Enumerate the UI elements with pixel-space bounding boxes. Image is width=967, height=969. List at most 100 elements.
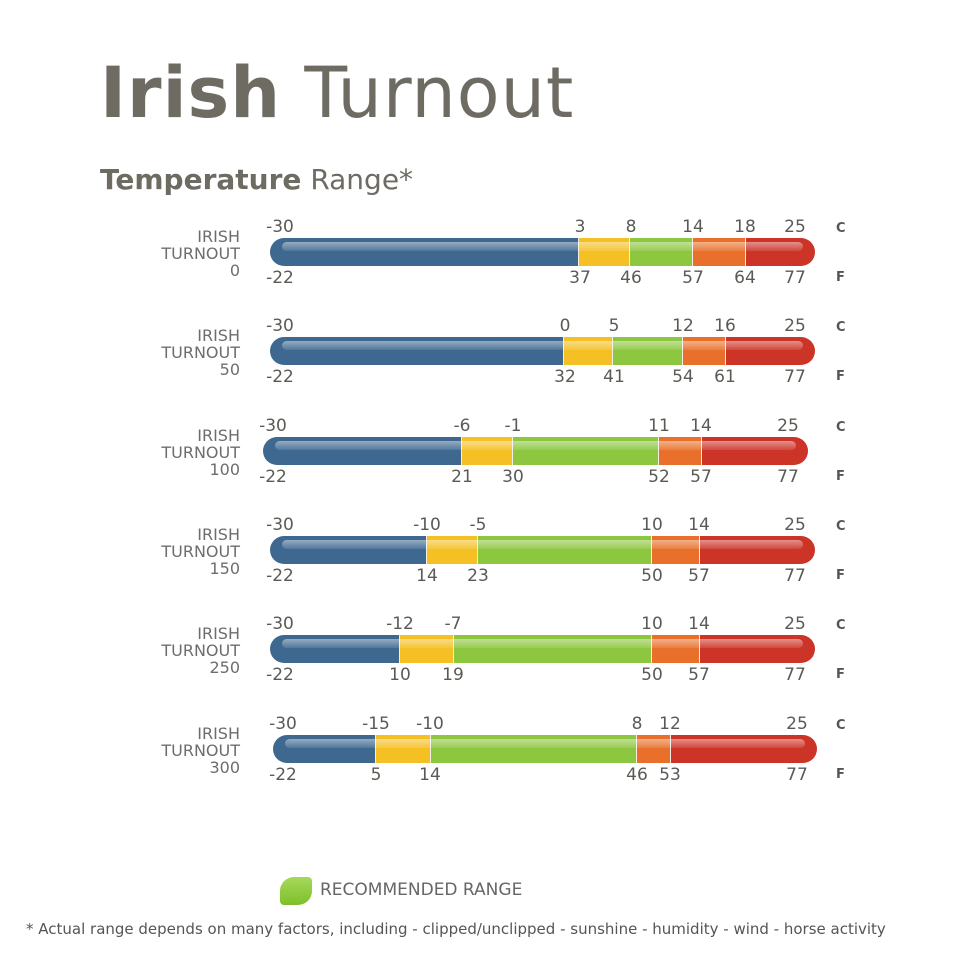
fahrenheit-tick-label: 50	[641, 566, 663, 586]
fahrenheit-tick-label: 57	[690, 467, 712, 487]
segment-cold	[273, 735, 376, 763]
celsius-tick-label: -30	[266, 316, 294, 336]
fahrenheit-tick-label: 50	[641, 665, 663, 685]
temperature-bar	[270, 635, 815, 663]
fahrenheit-tick-label: 30	[502, 467, 524, 487]
row-label-line: TURNOUT	[161, 542, 240, 561]
fahrenheit-tick-label: 77	[784, 566, 806, 586]
celsius-tick-label: 14	[690, 416, 712, 436]
unit-c: C	[836, 718, 846, 733]
celsius-tick-label: 25	[786, 714, 808, 734]
celsius-tick-label: 0	[559, 316, 571, 336]
celsius-tick-label: -5	[469, 515, 487, 535]
segment-cool	[425, 536, 478, 564]
fahrenheit-tick-label: 77	[777, 467, 799, 487]
row-label-line: IRISH	[197, 624, 240, 643]
segment-warm	[651, 635, 699, 663]
fahrenheit-tick-label: 77	[784, 268, 806, 288]
row-label: IRISH TURNOUT 50	[100, 327, 240, 378]
segment-hot	[700, 437, 808, 465]
fahrenheit-tick-label: -22	[266, 566, 294, 586]
unit-c: C	[836, 221, 846, 236]
fahrenheit-tick-label: 64	[734, 268, 756, 288]
celsius-tick-label: 25	[784, 217, 806, 237]
unit-c: C	[836, 320, 846, 335]
row-label: IRISH TURNOUT 150	[100, 526, 240, 577]
fahrenheit-tick-label: 77	[784, 367, 806, 387]
footnote: * Actual range depends on many factors, …	[26, 920, 886, 938]
segment-hot	[698, 635, 815, 663]
segment-hot	[724, 337, 815, 365]
temperature-bar	[273, 735, 817, 763]
segment-cold	[270, 635, 400, 663]
segment-cold	[270, 337, 563, 365]
unit-f: F	[836, 270, 845, 285]
temperature-bar	[270, 536, 815, 564]
segment-warm	[651, 536, 699, 564]
celsius-tick-label: -15	[362, 714, 390, 734]
row-label-line: 300	[209, 758, 240, 777]
row-label-line: TURNOUT	[161, 741, 240, 760]
row-label-line: TURNOUT	[161, 641, 240, 660]
segment-recommended	[452, 635, 652, 663]
fahrenheit-tick-label: 61	[714, 367, 736, 387]
segment-recommended	[429, 735, 637, 763]
celsius-tick-label: -30	[266, 614, 294, 634]
row-label-line: 0	[229, 261, 240, 280]
recommended-range-swatch	[280, 877, 312, 905]
fahrenheit-tick-label: 14	[416, 566, 438, 586]
segment-recommended	[612, 337, 682, 365]
fahrenheit-tick-label: -22	[266, 665, 294, 685]
fahrenheit-tick-label: 10	[389, 665, 411, 685]
celsius-tick-label: 12	[672, 316, 694, 336]
celsius-tick-label: -7	[444, 614, 462, 634]
fahrenheit-tick-label: 52	[648, 467, 670, 487]
celsius-tick-label: 8	[625, 217, 637, 237]
segment-recommended	[477, 536, 652, 564]
fahrenheit-tick-label: 23	[467, 566, 489, 586]
celsius-tick-label: 18	[734, 217, 756, 237]
segment-warm	[658, 437, 701, 465]
row-label-line: 50	[219, 360, 240, 379]
row-label: IRISH TURNOUT 300	[100, 725, 240, 776]
row-label: IRISH TURNOUT 0	[100, 228, 240, 279]
unit-c: C	[836, 519, 846, 534]
row-label: IRISH TURNOUT 250	[100, 625, 240, 676]
segment-cool	[562, 337, 613, 365]
fahrenheit-tick-label: 21	[451, 467, 473, 487]
row-label-line: IRISH	[197, 426, 240, 445]
fahrenheit-tick-label: 14	[419, 765, 441, 785]
fahrenheit-tick-label: 57	[688, 566, 710, 586]
celsius-tick-label: 16	[714, 316, 736, 336]
segment-cold	[270, 536, 426, 564]
fahrenheit-tick-label: 77	[784, 665, 806, 685]
celsius-tick-label: 25	[784, 316, 806, 336]
row-label: IRISH TURNOUT 100	[100, 427, 240, 478]
fahrenheit-tick-label: 53	[659, 765, 681, 785]
fahrenheit-tick-label: -22	[266, 268, 294, 288]
row-label-line: IRISH	[197, 227, 240, 246]
page-title: Irish Turnout	[100, 52, 575, 134]
celsius-tick-label: 10	[641, 515, 663, 535]
fahrenheit-tick-label: -22	[259, 467, 287, 487]
celsius-tick-label: -30	[259, 416, 287, 436]
celsius-tick-label: 3	[574, 217, 586, 237]
celsius-tick-label: 5	[608, 316, 620, 336]
temperature-bar	[263, 437, 808, 465]
celsius-tick-label: -10	[413, 515, 441, 535]
unit-f: F	[836, 767, 845, 782]
segment-cold	[270, 238, 578, 266]
segment-cool	[375, 735, 430, 763]
segment-cool	[577, 238, 630, 266]
segment-hot	[670, 735, 817, 763]
celsius-tick-label: -12	[386, 614, 414, 634]
unit-f: F	[836, 469, 845, 484]
celsius-tick-label: -30	[266, 217, 294, 237]
fahrenheit-tick-label: -22	[269, 765, 297, 785]
segment-cool	[399, 635, 453, 663]
row-label-line: IRISH	[197, 326, 240, 345]
celsius-tick-label: 11	[648, 416, 670, 436]
unit-f: F	[836, 369, 845, 384]
fahrenheit-tick-label: 46	[620, 268, 642, 288]
